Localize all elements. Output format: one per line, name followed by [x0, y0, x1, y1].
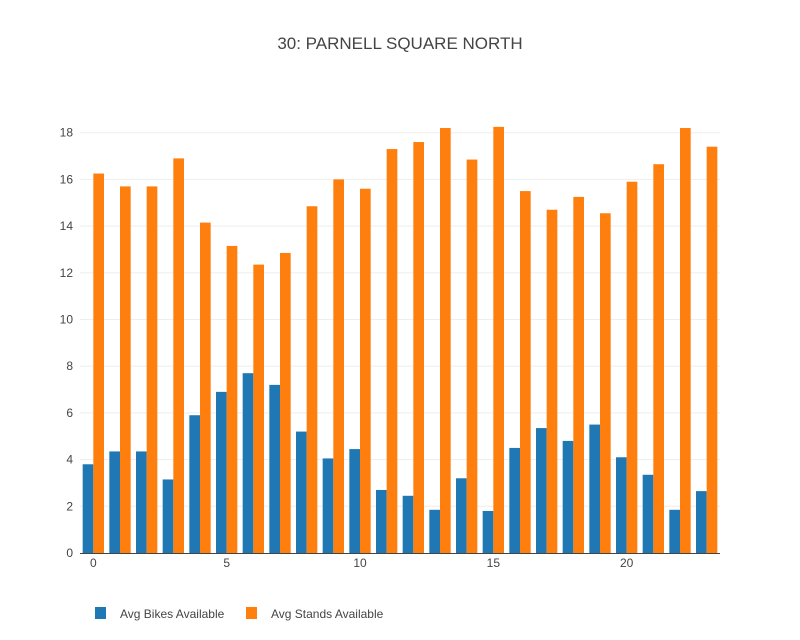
y-tick-label: 8 [66, 359, 73, 373]
bikes-bar[interactable] [402, 495, 414, 553]
x-tick-label: 0 [90, 556, 97, 570]
grid-lines [80, 132, 720, 507]
chart-title: 30: PARNELL SQUARE NORTH [277, 34, 522, 53]
bikes-bar[interactable] [589, 424, 600, 553]
bikes-bar[interactable] [189, 415, 200, 553]
bikes-bar[interactable] [482, 510, 494, 553]
y-tick-label: 14 [60, 219, 74, 233]
stands-bar[interactable] [653, 164, 664, 553]
stands-bar[interactable] [466, 159, 478, 554]
legend-item[interactable]: Avg Bikes Available [95, 607, 225, 621]
bikes-bar[interactable] [136, 451, 147, 553]
bikes-bar[interactable] [509, 447, 520, 553]
x-tick-labels: 0 5 10 15 20 [90, 556, 634, 570]
stands-bar[interactable] [173, 158, 184, 553]
bikes-bar[interactable] [456, 478, 467, 553]
stands-bar[interactable] [600, 213, 611, 553]
stands-bar[interactable] [306, 206, 318, 554]
y-tick-label: 2 [66, 499, 73, 513]
bikes-bar[interactable] [562, 440, 574, 553]
y-tick-label: 6 [66, 406, 73, 420]
bikes-bar[interactable] [429, 509, 440, 553]
stands-bar[interactable] [626, 181, 638, 554]
bikes-bar[interactable] [242, 373, 254, 553]
stands-bar[interactable] [226, 245, 238, 553]
legend-label: Avg Stands Available [271, 607, 384, 621]
y-tick-labels: 0 2 4 6 8 10 12 14 16 18 [60, 126, 74, 560]
bikes-bar[interactable] [162, 479, 174, 553]
y-tick-label: 0 [66, 546, 73, 560]
bikes-bar[interactable] [349, 449, 360, 553]
bikes-bar[interactable] [82, 464, 94, 553]
stands-bar[interactable] [546, 209, 558, 553]
bars [82, 126, 718, 554]
bikes-bar[interactable] [322, 458, 334, 553]
stands-bar[interactable] [120, 186, 131, 553]
stands-bar[interactable] [333, 179, 344, 553]
bikes-bar[interactable] [296, 431, 307, 553]
stands-bar[interactable] [680, 128, 691, 553]
stands-bar[interactable] [573, 196, 584, 553]
stands-bar[interactable] [253, 264, 264, 553]
bikes-bar[interactable] [269, 384, 280, 553]
stands-bar[interactable] [520, 191, 531, 553]
legend-swatch [95, 607, 106, 619]
bikes-bar[interactable] [109, 451, 120, 553]
stands-bar[interactable] [146, 186, 158, 553]
legend[interactable]: Avg Bikes Available Avg Stands Available [95, 607, 384, 621]
x-tick-label: 15 [487, 556, 501, 570]
stands-bar[interactable] [493, 126, 504, 553]
x-tick-label: 5 [223, 556, 230, 570]
bikes-bar[interactable] [536, 428, 547, 553]
stands-bar[interactable] [200, 222, 211, 553]
legend-item[interactable]: Avg Stands Available [246, 607, 384, 621]
stands-bar[interactable] [706, 146, 718, 553]
bikes-bar[interactable] [376, 489, 387, 553]
y-tick-label: 10 [60, 312, 74, 326]
bikes-bar[interactable] [616, 457, 627, 553]
stands-bar[interactable] [386, 149, 398, 554]
bikes-bar[interactable] [669, 509, 680, 553]
legend-label: Avg Bikes Available [120, 607, 225, 621]
bikes-bar[interactable] [216, 391, 227, 553]
y-tick-label: 18 [60, 126, 74, 140]
y-tick-label: 12 [60, 266, 74, 280]
stands-bar[interactable] [440, 128, 451, 553]
legend-swatch [246, 607, 257, 619]
y-tick-label: 16 [60, 172, 74, 186]
bikes-bar[interactable] [642, 474, 654, 553]
bikes-bar[interactable] [696, 491, 707, 553]
y-tick-label: 4 [66, 453, 73, 467]
stands-bar[interactable] [280, 252, 291, 553]
stands-bar[interactable] [360, 188, 371, 554]
x-tick-label: 10 [353, 556, 367, 570]
x-tick-label: 20 [620, 556, 634, 570]
stands-bar[interactable] [93, 173, 104, 554]
stands-bar[interactable] [413, 142, 424, 553]
